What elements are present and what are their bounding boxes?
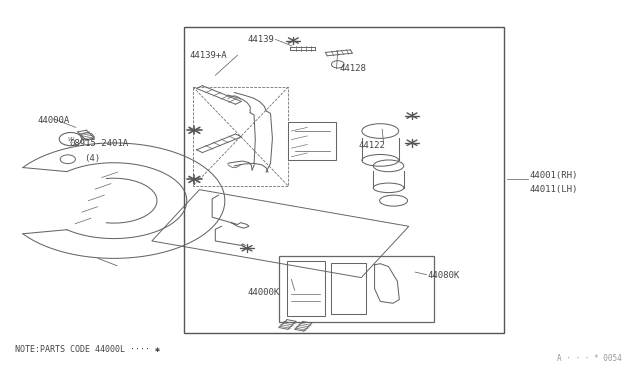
Text: 44011(LH): 44011(LH) [529,185,578,194]
Text: 44122: 44122 [358,141,385,150]
Text: 44139: 44139 [247,35,274,44]
Text: A · · · * 0054: A · · · * 0054 [557,354,621,363]
Text: 44139+A: 44139+A [190,51,228,60]
Bar [288,122,336,160]
Bar [287,261,325,316]
Bar [184,26,504,333]
Text: 44001(RH): 44001(RH) [529,170,578,180]
Bar [279,256,434,321]
Text: 44000A: 44000A [38,116,70,125]
Text: NOTE:PARTS CODE 44000L ···· ✱: NOTE:PARTS CODE 44000L ···· ✱ [15,344,161,353]
Text: (4): (4) [84,154,100,163]
Text: W: W [68,137,74,142]
Bar [332,263,366,314]
Text: 08915-2401A: 08915-2401A [69,140,129,148]
Text: 44000K: 44000K [247,288,279,297]
Text: 44080K: 44080K [428,271,460,280]
Text: 44128: 44128 [339,64,366,73]
